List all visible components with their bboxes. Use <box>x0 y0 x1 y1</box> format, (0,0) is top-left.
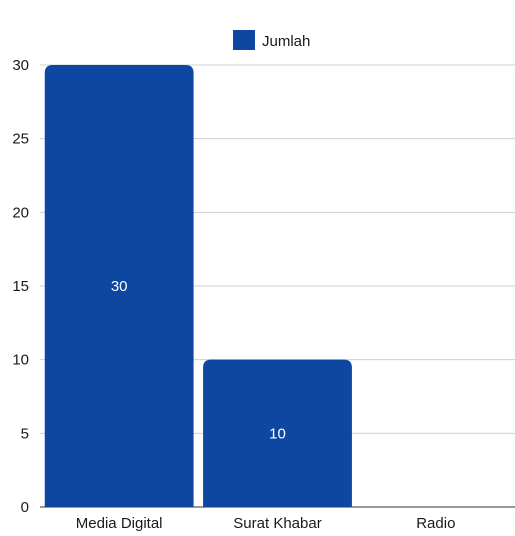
y-axis-ticks: 0 5 10 15 20 25 30 <box>12 57 29 516</box>
bar-media-digital <box>44 65 194 507</box>
x-category-label-media-digital: Media Digital <box>76 515 163 532</box>
y-tick-label-20: 20 <box>12 204 29 221</box>
y-tick-label-15: 15 <box>12 278 29 295</box>
y-tick-label-5: 5 <box>21 425 29 442</box>
data-label-surat-khabar: 10 <box>269 425 286 442</box>
data-label-media-digital: 30 <box>111 278 128 295</box>
y-tick-label-10: 10 <box>12 352 29 369</box>
x-axis-categories: Media Digital Surat Khabar Radio <box>76 515 456 532</box>
x-category-label-radio: Radio <box>416 515 455 532</box>
y-tick-label-30: 30 <box>12 57 29 74</box>
legend-swatch-jumlah <box>233 30 255 50</box>
bar-surat-khabar <box>203 359 352 507</box>
chart-bars: 30 10 <box>44 65 352 507</box>
y-tick-label-0: 0 <box>21 499 29 516</box>
legend-label-jumlah: Jumlah <box>262 33 310 50</box>
y-tick-label-25: 25 <box>12 131 29 148</box>
chart-legend: Jumlah <box>233 30 310 50</box>
x-category-label-surat-khabar: Surat Khabar <box>233 515 321 532</box>
